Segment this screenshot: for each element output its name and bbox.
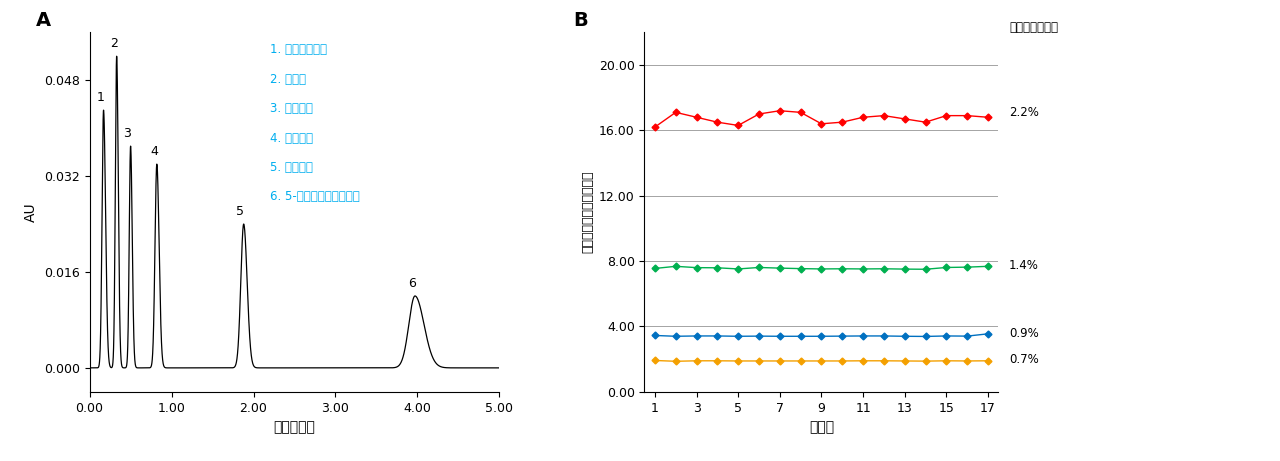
Text: 0.7%: 0.7% <box>1009 353 1039 366</box>
Y-axis label: チミンに対する相対保持: チミンに対する相対保持 <box>581 171 595 253</box>
Text: 1.4%: 1.4% <box>1009 260 1039 272</box>
Text: 0.9%: 0.9% <box>1009 327 1039 340</box>
X-axis label: ロット: ロット <box>809 420 835 434</box>
Y-axis label: AU: AU <box>24 202 38 222</box>
Text: 6. 5-フルオロオロチン酸: 6. 5-フルオロオロチン酸 <box>270 190 360 203</box>
Text: 1: 1 <box>96 91 104 104</box>
Text: 2: 2 <box>110 37 118 50</box>
X-axis label: 時間（分）: 時間（分） <box>274 420 315 434</box>
Text: 5: 5 <box>237 205 244 218</box>
Text: 2.2%: 2.2% <box>1009 106 1039 119</box>
Text: 3: 3 <box>123 127 132 140</box>
Text: 5. シトシン: 5. シトシン <box>270 161 312 174</box>
Text: 2. チミン: 2. チミン <box>270 72 306 86</box>
Text: 4: 4 <box>151 145 159 158</box>
Text: 6: 6 <box>408 277 416 290</box>
Text: 1. アセナフテン: 1. アセナフテン <box>270 43 326 56</box>
Text: 3. フタル酸: 3. フタル酸 <box>270 102 312 115</box>
Text: 相対標準偏差：: 相対標準偏差： <box>1009 22 1059 35</box>
Text: B: B <box>573 11 589 30</box>
Text: 4. アデニン: 4. アデニン <box>270 131 312 144</box>
Text: A: A <box>36 11 51 30</box>
